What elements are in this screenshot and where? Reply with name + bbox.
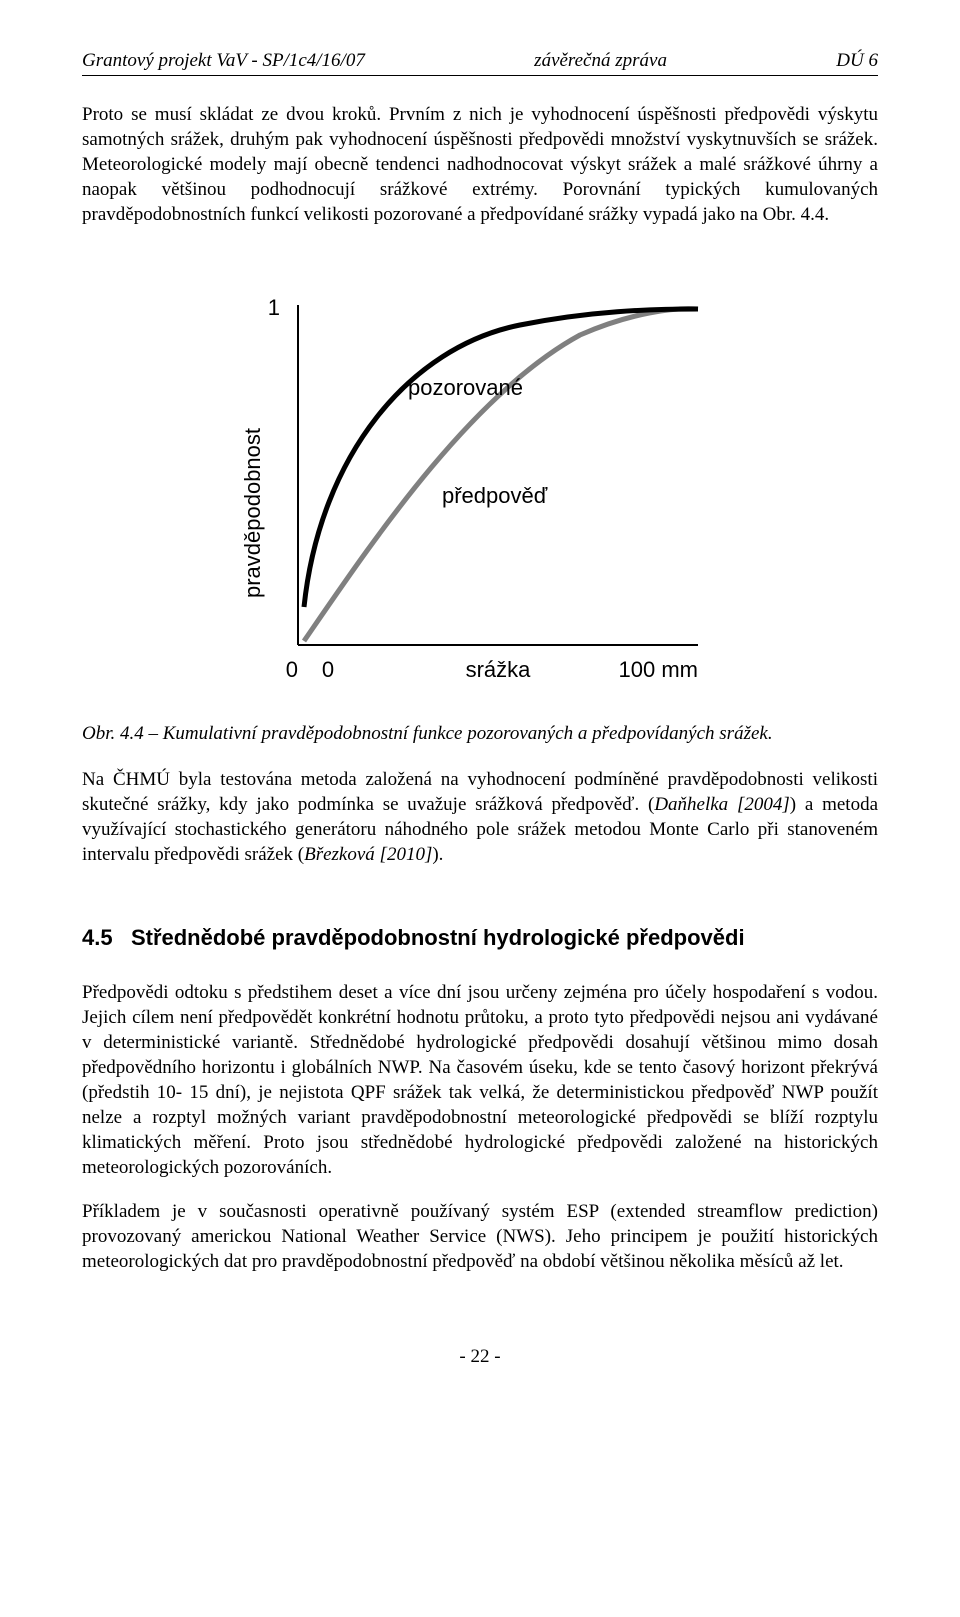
header-left: Grantový projekt VaV - SP/1c4/16/07: [82, 48, 365, 73]
header-center: závěrečná zpráva: [534, 48, 667, 73]
figure-4-4: pravděpodobnost 1 0 0 srážka 100 mm pozo…: [82, 245, 878, 715]
paragraph-intro: Proto se musí skládat ze dvou kroků. Prv…: [82, 102, 878, 227]
page-number: - 22 -: [82, 1344, 878, 1369]
cite-brezkova: Březková [2010]: [304, 844, 432, 865]
y-axis-label: pravděpodobnost: [240, 428, 265, 598]
header-right: DÚ 6: [836, 48, 878, 73]
label-forecast: předpověď: [442, 483, 548, 508]
page-header: Grantový projekt VaV - SP/1c4/16/07 závě…: [82, 48, 878, 76]
paragraph-method: Na ČHMÚ byla testována metoda založená n…: [82, 767, 878, 867]
y-tick-1: 1: [268, 295, 280, 320]
figure-cdf-chart: pravděpodobnost 1 0 0 srážka 100 mm pozo…: [220, 245, 740, 715]
paragraph-4-5-a: Předpovědi odtoku s předstihem deset a v…: [82, 980, 878, 1181]
p2-e: ).: [432, 844, 443, 865]
y-tick-0: 0: [322, 657, 334, 682]
paragraph-4-5-b: Příkladem je v současnosti operativně po…: [82, 1199, 878, 1274]
section-number: 4.5: [82, 925, 113, 950]
label-observed: pozorované: [408, 375, 523, 400]
figure-caption: Obr. 4.4 – Kumulativní pravděpodobnostní…: [82, 721, 878, 746]
x-tick-0-below: 0: [286, 657, 298, 682]
x-tick-100: 100 mm: [619, 657, 698, 682]
x-axis-label: srážka: [466, 657, 532, 682]
cite-danhelka: Daňhelka [2004]: [654, 794, 789, 815]
section-title: Střednědobé pravděpodobnostní hydrologic…: [131, 925, 745, 950]
section-heading-4-5: 4.5 Střednědobé pravděpodobnostní hydrol…: [82, 923, 878, 952]
